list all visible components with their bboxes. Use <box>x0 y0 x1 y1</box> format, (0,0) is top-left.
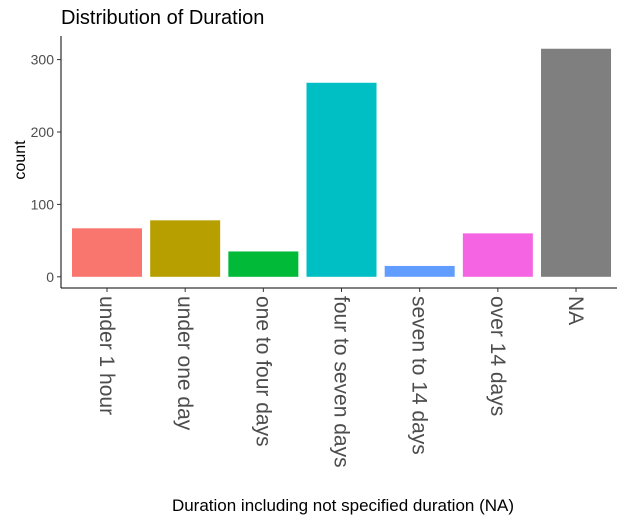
y-axis: 0 100 200 300 <box>31 36 62 288</box>
y-tick-label: 100 <box>31 196 55 212</box>
x-tick-label: under one day <box>173 296 196 431</box>
y-tick-label: 300 <box>31 52 55 68</box>
x-tick-label: under 1 hour <box>95 296 118 415</box>
bar <box>72 228 142 277</box>
x-axis-title: Duration including not specified duratio… <box>172 496 514 515</box>
y-tick-label: 0 <box>46 269 54 285</box>
y-axis-title: count <box>12 140 29 180</box>
x-tick-label: four to seven days <box>330 296 353 468</box>
bar <box>384 265 455 277</box>
x-tick-label: seven to 14 days <box>408 296 431 455</box>
x-tick-label: NA <box>564 296 587 325</box>
bar <box>306 82 377 277</box>
x-tick-label: one to four days <box>251 296 274 447</box>
bar <box>462 233 533 277</box>
bars <box>72 48 612 277</box>
bar <box>150 220 221 277</box>
bar <box>228 251 299 277</box>
bar <box>541 48 612 277</box>
chart-title: Distribution of Duration <box>61 7 264 29</box>
x-axis: under 1 hour under one day one to four day… <box>61 287 617 468</box>
x-tick-label: over 14 days <box>486 296 509 416</box>
y-tick-label: 200 <box>31 124 55 140</box>
